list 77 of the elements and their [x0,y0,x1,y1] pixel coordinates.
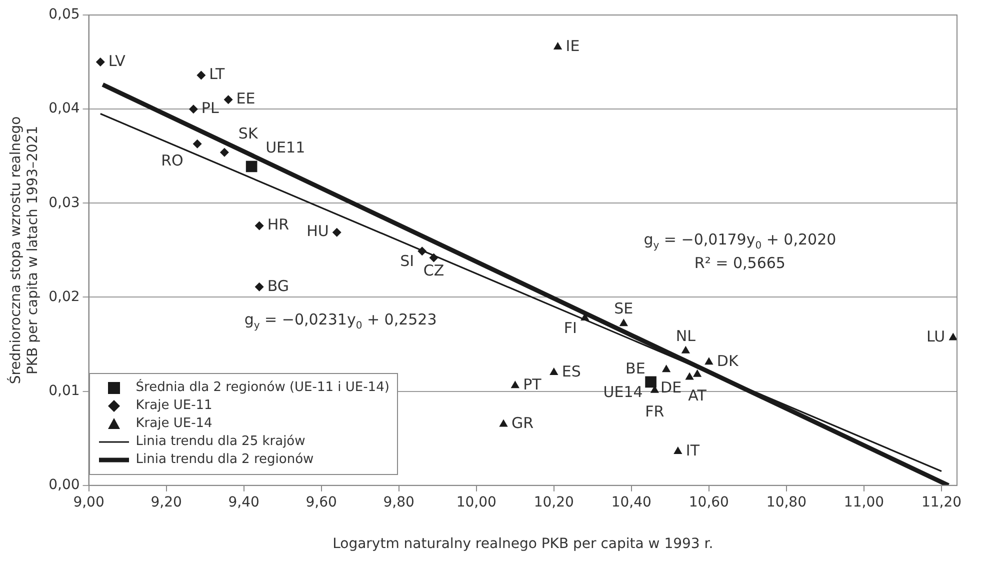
point [188,104,198,114]
point [948,332,957,340]
x-tick-label: 10,80 [766,494,806,510]
y-tick-label: 0,04 [48,100,80,117]
annotation: FR [645,402,664,421]
x-tick-label: 9,80 [383,494,414,510]
point [332,228,342,237]
point [499,419,508,427]
point [550,368,558,376]
annotation: DE [660,378,682,396]
point [692,369,702,377]
x-tick-label: 9,20 [150,494,182,510]
annotation: AT [688,386,708,405]
y-axis-title: Średnioroczna stopa wzrostu realnego PKB per capita w latach 1993–2021 [7,116,41,384]
annotation: HR [267,216,290,234]
annotation: HU [306,222,329,240]
point [674,446,682,454]
point [220,148,229,157]
point [619,318,628,326]
annotation: FI [564,319,577,338]
annotation: IT [686,441,700,460]
annotation: R² = 0,5665 [694,254,786,272]
annotation: SI [400,252,414,270]
y-tick-label: 0,05 [48,6,80,23]
annotation: BG [267,276,289,295]
x-tick-label: 10,40 [611,494,652,510]
y-tick-label: 0,01 [48,382,80,399]
point [704,357,714,365]
x-tick-label: 10,60 [688,494,729,510]
point [418,246,427,256]
legend-label: Średnia dla 2 regionów (UE-11 i UE-14) [136,379,390,398]
point [254,282,264,292]
y-tick-label: 0,02 [48,288,80,305]
point [510,380,520,388]
x-tick-label: 9,60 [306,494,337,510]
annotation: LU [926,328,946,346]
annotation: NL [676,326,696,345]
point [246,160,258,172]
x-tick-label: 10,20 [534,494,574,510]
annotation: LT [209,65,226,84]
x-tick-label: 9,40 [228,494,260,510]
y-tick-label: 0,03 [48,194,80,211]
legend-label: Kraje UE-11 [136,397,212,416]
point [429,253,438,262]
annotation: GR [512,414,534,432]
point [196,70,206,80]
point [224,95,233,104]
annotation: SE [614,299,634,318]
point [96,58,105,67]
annotation: DK [716,352,740,370]
annotation: SK [238,124,259,142]
x-tick-label: 10,00 [456,494,496,510]
x-axis-title: Logarytm naturalny realnego PKB per capita w 1993 r. [332,536,714,552]
legend-label: Linia trendu dla 25 krajów [136,433,306,452]
y-tick-label: 0,00 [48,477,80,494]
annotation: ES [562,362,581,380]
point [662,364,671,372]
annotation: CZ [423,262,444,280]
point [645,376,656,388]
annotation: BE [626,360,646,378]
annotation: UE14 [603,383,643,402]
annotation: PT [523,376,542,394]
x-tick-label: 11,20 [921,494,962,510]
point [254,221,264,230]
point [192,139,202,148]
annotation: EE [236,90,256,108]
annotation: IE [566,36,580,55]
x-tick-label: 11,00 [844,494,884,510]
annotation: UE11 [266,138,306,156]
annotation: LV [108,52,126,70]
legend-label: Linia trendu dla 2 regionów [136,451,314,470]
point [685,372,694,380]
annotation: RO [161,152,184,170]
legend-label: Kraje UE-14 [136,415,212,434]
annotation: PL [201,98,220,117]
point [681,346,690,354]
x-tick-label: 9,00 [73,494,104,510]
